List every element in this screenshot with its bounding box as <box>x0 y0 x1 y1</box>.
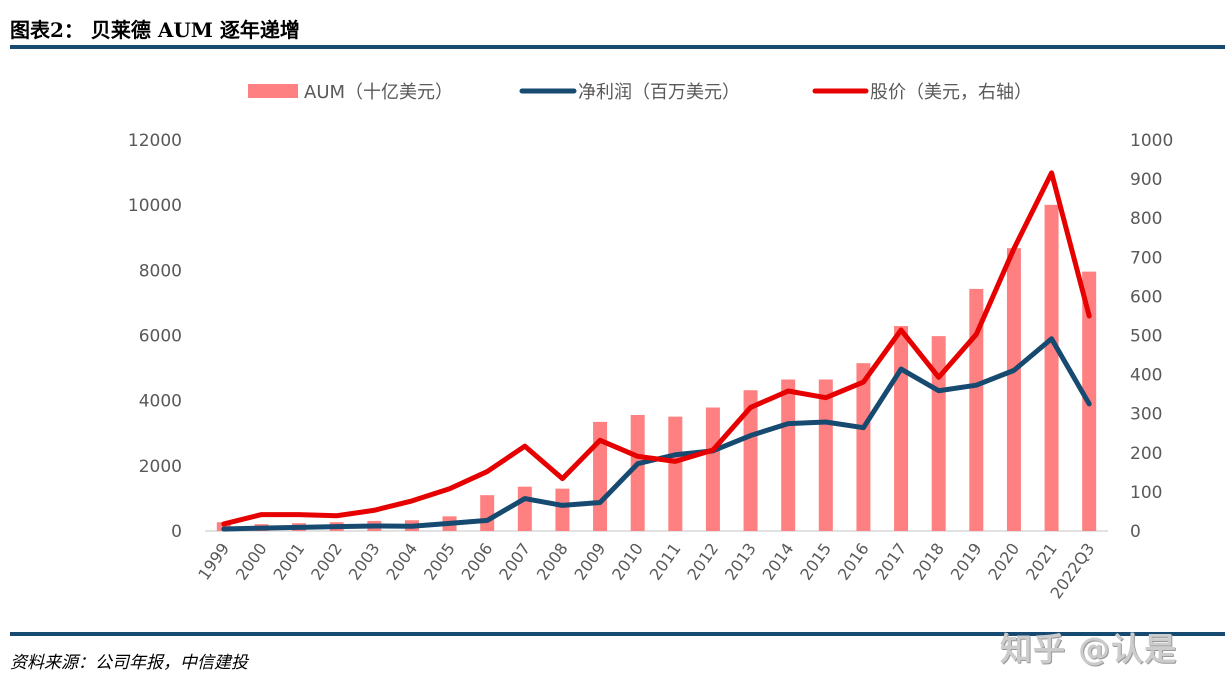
watermark: 知乎 @认是 <box>1000 630 1178 668</box>
right-axis-tick: 0 <box>1130 522 1141 542</box>
aum-bar <box>668 416 683 531</box>
net-income-line <box>221 336 1092 532</box>
x-axis-tick: 2016 <box>834 539 873 583</box>
x-axis-tick: 2021 <box>1022 539 1061 583</box>
legend-aum-label: AUM（十亿美元） <box>304 82 453 103</box>
x-axis-tick: 2000 <box>232 539 271 583</box>
x-axis-tick: 2008 <box>533 539 572 583</box>
x-axis-tick: 2017 <box>871 539 910 583</box>
x-axis-tick: 2005 <box>420 539 459 583</box>
left-axis-tick: 12000 <box>128 131 182 151</box>
right-axis-tick: 700 <box>1130 248 1162 268</box>
stock-price-line <box>221 170 1092 527</box>
legend-stock-price-label: 股价（美元，右轴） <box>870 82 1032 103</box>
aum-bar <box>894 326 909 531</box>
aum-bar <box>517 486 532 531</box>
x-axis-tick: 2012 <box>683 539 722 583</box>
left-axis-tick: 6000 <box>139 327 182 347</box>
x-axis-tick: 2019 <box>947 539 986 583</box>
left-axis-tick: 10000 <box>128 196 182 216</box>
x-axis-tick: 2001 <box>269 539 308 583</box>
aum-bar <box>480 495 495 531</box>
right-axis-tick: 800 <box>1130 209 1162 229</box>
x-axis-tick: 2002 <box>307 539 346 583</box>
x-axis-tick: 2014 <box>759 539 798 583</box>
x-axis-tick: 2013 <box>721 539 760 583</box>
x-axis-tick: 2003 <box>345 539 384 583</box>
left-axis-tick: 0 <box>171 522 182 542</box>
x-axis-tick: 2009 <box>570 539 609 583</box>
left-axis-tick: 8000 <box>139 261 182 281</box>
x-axis-tick: 2011 <box>646 539 685 583</box>
aum-bar <box>781 379 796 531</box>
legend-net-income-label: 净利润（百万美元） <box>578 82 740 103</box>
aum-bar <box>555 488 570 531</box>
right-axis-tick: 200 <box>1130 444 1162 464</box>
x-axis-tick: 2004 <box>382 539 421 583</box>
aum-bar <box>931 336 946 531</box>
right-axis-tick: 600 <box>1130 287 1162 307</box>
aum-bar <box>1006 248 1021 531</box>
x-axis-tick: 1999 <box>194 539 233 583</box>
aum-bar <box>856 363 871 531</box>
aum-bar <box>705 407 720 531</box>
right-axis-tick: 1000 <box>1130 131 1173 151</box>
left-axis-tick: 4000 <box>139 392 182 412</box>
aum-bar <box>630 415 645 531</box>
right-axis-tick: 500 <box>1130 327 1162 347</box>
x-axis-tick: 2010 <box>608 539 647 583</box>
aum-bar <box>743 390 758 531</box>
x-axis-tick: 2006 <box>458 539 497 583</box>
right-axis-tick: 900 <box>1130 170 1162 190</box>
x-axis-tick: 2007 <box>495 539 534 583</box>
aum-bar <box>818 379 833 531</box>
x-axis-tick: 2020 <box>984 539 1023 583</box>
aum-bar <box>1044 204 1059 532</box>
header-rule <box>10 45 1225 49</box>
left-axis-tick: 2000 <box>139 457 182 477</box>
x-axis-tick: 2018 <box>909 539 948 583</box>
x-axis-tick: 2015 <box>796 539 835 583</box>
legend-aum-swatch <box>248 84 298 98</box>
right-axis-tick: 300 <box>1130 405 1162 425</box>
source-note: 资料来源：公司年报，中信建投 <box>10 653 248 673</box>
aum-bar <box>969 288 984 531</box>
right-axis-tick: 100 <box>1130 483 1162 503</box>
right-axis-tick: 400 <box>1130 366 1162 386</box>
figure-title: 图表2： 贝莱德 AUM 逐年递增 <box>10 18 300 42</box>
footer-rule <box>10 632 1225 636</box>
